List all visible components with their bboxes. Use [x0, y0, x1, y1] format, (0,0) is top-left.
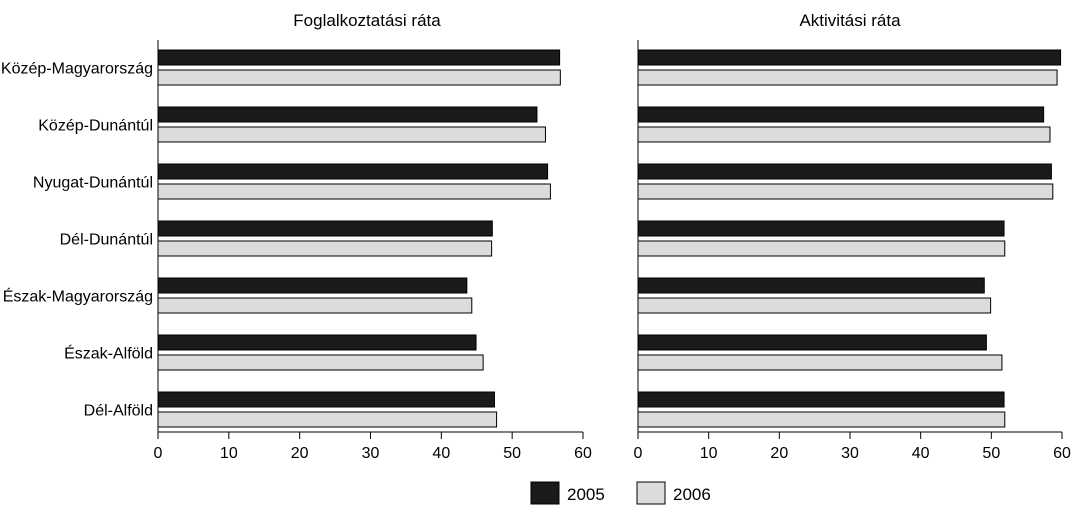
category-label: Nyugat-Dunántúl: [33, 175, 153, 192]
x-tick-label: 40: [432, 445, 450, 462]
chart-title: Foglalkoztatási ráta: [293, 11, 441, 30]
bar-2005: [637, 163, 1052, 180]
x-tick-label: 20: [770, 445, 788, 462]
bar-2006: [637, 69, 1058, 86]
bar-2005: [157, 277, 468, 294]
bar-2006: [157, 411, 498, 428]
chart-panel-employment: Foglalkoztatási ráta Közép-Magyarország K…: [1, 11, 592, 462]
bar-2005: [157, 106, 538, 123]
x-tick-label: 50: [503, 445, 521, 462]
chart-title: Aktivitási ráta: [799, 11, 901, 30]
bar-2006: [637, 354, 1003, 371]
x-tick-label: 0: [154, 445, 163, 462]
category-label: Közép-Dunántúl: [38, 118, 153, 135]
x-tick-label: 0: [634, 445, 643, 462]
bar-2006: [157, 126, 546, 143]
bar-2005: [637, 277, 985, 294]
bar-2005: [637, 334, 987, 351]
legend: 2005 2006: [530, 481, 711, 505]
bar-2006: [637, 183, 1054, 200]
x-tick-label: 60: [574, 445, 592, 462]
category-label: Dél-Alföld: [84, 403, 153, 420]
x-tick-label: 10: [220, 445, 238, 462]
bar-2005: [637, 391, 1005, 408]
bar-2005: [157, 334, 477, 351]
bar-2005: [637, 49, 1062, 66]
bar-2005: [637, 220, 1005, 237]
x-tick-label: 30: [362, 445, 380, 462]
legend-label-2005: 2005: [567, 485, 605, 504]
chart-panel-activity: Aktivitási ráta 0 10 20 30 40 50 60: [634, 11, 1071, 462]
x-tick-label: 10: [700, 445, 718, 462]
bar-2006: [157, 183, 551, 200]
x-tick-label: 60: [1053, 445, 1071, 462]
bar-2006: [157, 354, 484, 371]
x-tick-label: 30: [841, 445, 859, 462]
x-tick-label: 20: [291, 445, 309, 462]
category-label: Észak-Alföld: [64, 344, 153, 363]
bar-2005: [637, 106, 1045, 123]
bar-2006: [157, 297, 473, 314]
bar-2005: [157, 163, 549, 180]
x-tick-label: 40: [912, 445, 930, 462]
x-tick-label: 50: [982, 445, 1000, 462]
bar-2005: [157, 220, 493, 237]
bar-2006: [637, 297, 992, 314]
legend-label-2006: 2006: [673, 485, 711, 504]
bar-2006: [637, 126, 1051, 143]
category-label: Közép-Magyarország: [1, 61, 153, 78]
bar-2006: [637, 411, 1006, 428]
category-label: Észak-Magyarország: [3, 287, 153, 306]
legend-swatch-2006: [636, 481, 666, 505]
bar-2005: [157, 49, 561, 66]
category-label: Dél-Dunántúl: [60, 232, 153, 249]
legend-swatch-2005: [530, 481, 560, 505]
bar-2006: [157, 240, 493, 257]
bar-2005: [157, 391, 495, 408]
bar-2006: [637, 240, 1006, 257]
bar-2006: [157, 69, 561, 86]
